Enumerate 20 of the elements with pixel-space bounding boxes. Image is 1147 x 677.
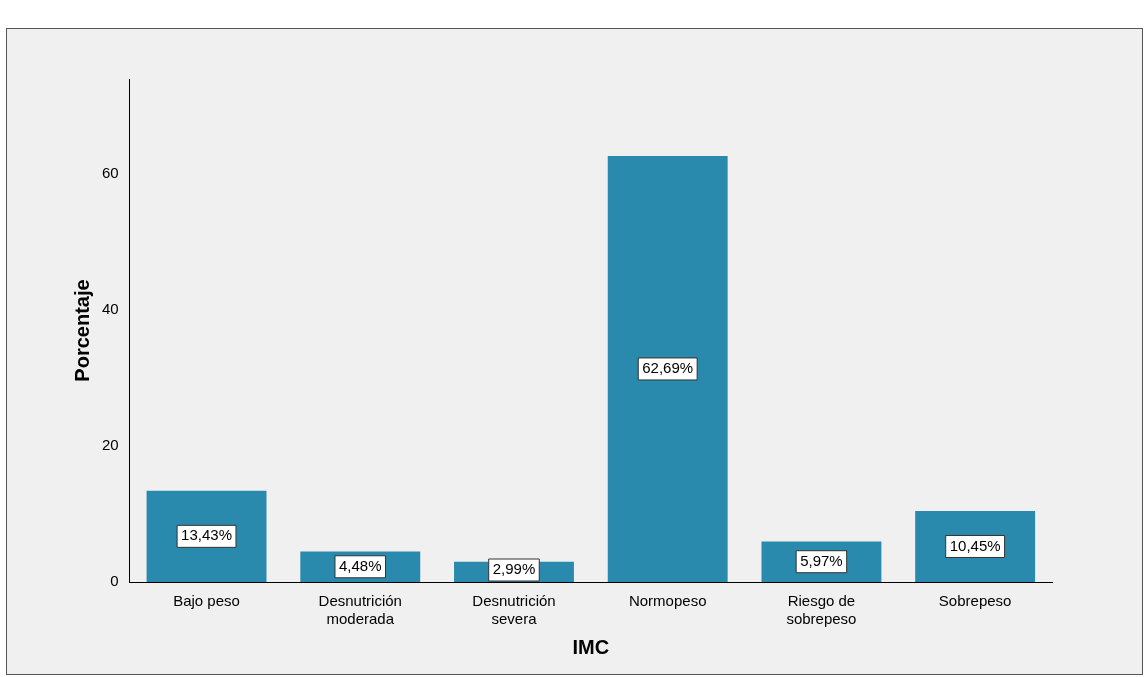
y-tick-label: 60: [102, 164, 119, 182]
y-tick-label: 0: [110, 572, 119, 590]
x-tick-label: Riesgo de sobrepeso: [786, 592, 857, 628]
data-label: 5,97%: [800, 551, 843, 569]
data-label: 13,43%: [181, 526, 232, 544]
data-label: 4,48%: [338, 556, 382, 574]
x-tick-label: Desnutrición severa: [472, 592, 556, 628]
data-label: 10,45%: [949, 536, 1001, 554]
y-axis-title: Porcentaje: [70, 279, 93, 382]
x-tick-label: Desnutrición moderada: [318, 592, 402, 628]
y-tick-label: 40: [102, 300, 119, 318]
bar: [146, 490, 267, 582]
y-tick-label: 20: [102, 436, 119, 454]
x-axis-title: IMC: [572, 635, 610, 658]
x-tick-label: Sobrepeso: [938, 592, 1012, 610]
data-label: 62,69%: [642, 359, 694, 377]
data-label: 2,99%: [492, 560, 536, 578]
x-tick-label: Bajo peso: [173, 592, 240, 610]
bar: [607, 155, 728, 582]
x-tick-label: Normopeso: [628, 592, 707, 610]
